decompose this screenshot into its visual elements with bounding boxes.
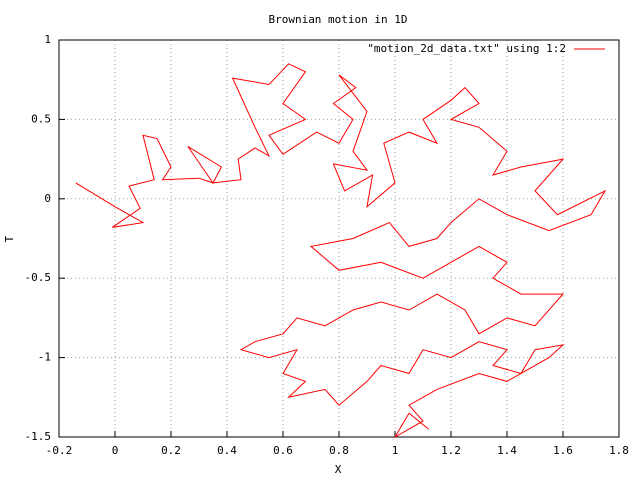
plot-frame [58, 39, 620, 438]
x-tick-label: 1.6 [553, 444, 573, 457]
x-tick-label: 0 [112, 444, 119, 457]
y-tick-label: 1 [44, 33, 51, 46]
x-tick-label: 0.6 [273, 444, 293, 457]
x-tick-label: 1 [392, 444, 399, 457]
x-tick-label: -0.2 [46, 444, 73, 457]
y-tick-label: -1 [38, 351, 51, 364]
y-tick-label: -0.5 [25, 271, 52, 284]
x-tick-label: 1.2 [441, 444, 461, 457]
x-tick-label: 0.4 [217, 444, 237, 457]
data-line [75, 63, 607, 439]
y-axis-label: T [3, 235, 16, 242]
y-tick-label: 0.5 [31, 112, 51, 125]
y-tick-label: 0 [44, 192, 51, 205]
chart-title: Brownian motion in 1D [268, 13, 407, 26]
x-axis-label: X [335, 463, 342, 476]
x-tick-label: 0.2 [161, 444, 181, 457]
x-tick-label: 1.8 [609, 444, 629, 457]
legend-label: "motion_2d_data.txt" using 1:2 [367, 42, 566, 55]
x-tick-label: 1.4 [497, 444, 517, 457]
x-tick-label: 0.8 [329, 444, 349, 457]
y-tick-label: -1.5 [25, 430, 52, 443]
